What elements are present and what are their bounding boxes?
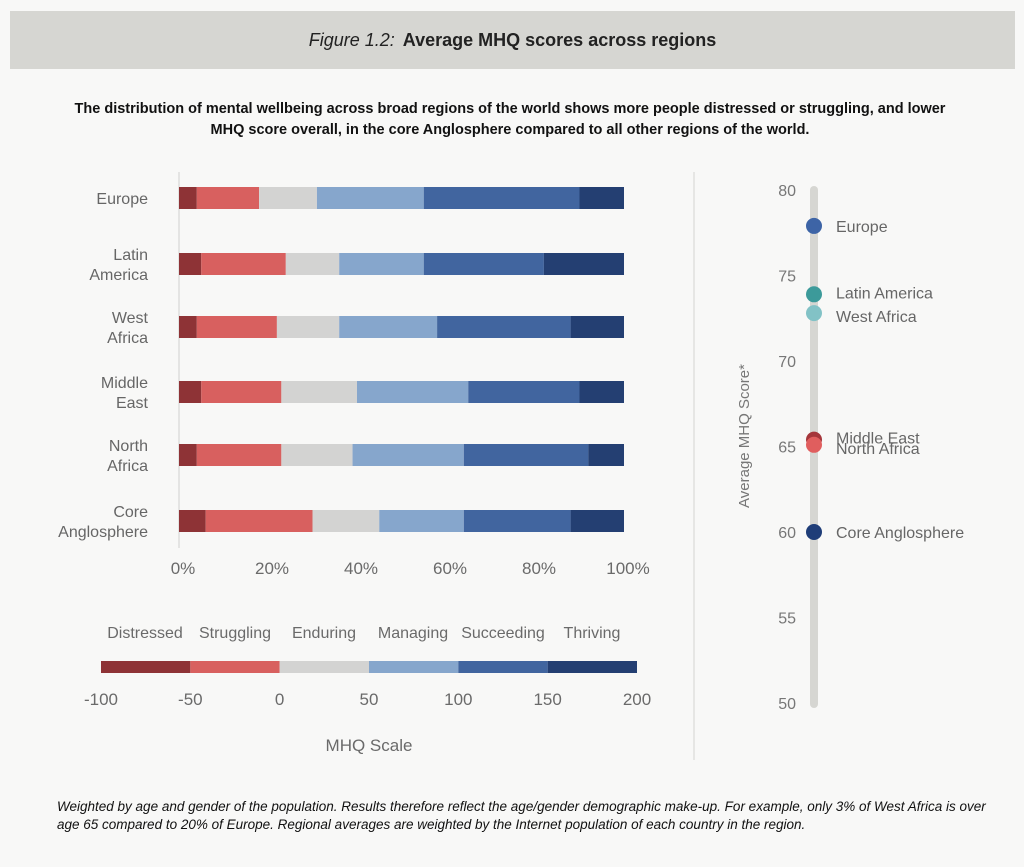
bar-segment-thriving-4 [588, 444, 624, 466]
score-point-west-africa [806, 305, 822, 322]
scale-segment-struggling [190, 661, 280, 673]
scale-category-label: Succeeding [461, 625, 545, 642]
x-tick-label: 60% [433, 559, 467, 578]
footnote: Weighted by age and gender of the popula… [57, 799, 986, 832]
scale-tick-label: 100 [444, 690, 472, 709]
category-label: West [112, 310, 149, 327]
scale-segment-enduring [279, 661, 369, 673]
bar-segment-managing-3 [357, 381, 469, 403]
category-label: North [109, 438, 148, 455]
x-tick-label: 20% [255, 559, 289, 578]
bar-segment-enduring-5 [312, 510, 380, 532]
bar-segment-enduring-3 [281, 381, 357, 403]
score-point-label: Core Anglosphere [836, 525, 964, 542]
bar-segment-thriving-3 [579, 381, 624, 403]
category-label: Middle [101, 375, 148, 392]
score-tick-label: 60 [778, 525, 796, 542]
scale-category-label: Enduring [292, 625, 356, 642]
category-label: America [89, 267, 148, 284]
bar-segment-thriving-0 [579, 187, 624, 209]
bar-segment-managing-1 [339, 253, 424, 275]
bar-segment-enduring-0 [259, 187, 317, 209]
score-point-core-anglosphere [806, 524, 822, 540]
scale-tick-label: -50 [178, 690, 203, 709]
scale-segment-thriving [547, 661, 637, 673]
category-label: Latin [113, 247, 148, 264]
bar-segment-distressed-1 [179, 253, 202, 275]
bar-segment-distressed-3 [179, 381, 202, 403]
bar-segment-thriving-2 [570, 316, 624, 338]
scale-tick-label: -100 [84, 690, 118, 709]
bar-segment-distressed-2 [179, 316, 197, 338]
scale-tick-label: 200 [623, 690, 651, 709]
figure-label: Figure 1.2: [308, 29, 395, 50]
scale-category-label: Distressed [107, 625, 183, 642]
score-point-label: West Africa [836, 309, 917, 326]
score-point-label: Middle East [836, 431, 920, 448]
category-label: Core [113, 504, 148, 521]
scale-tick-label: 50 [360, 690, 379, 709]
bar-segment-distressed-5 [179, 510, 206, 532]
scale-tick-label: 150 [533, 690, 561, 709]
scale-segment-distressed [101, 661, 191, 673]
score-point-label: North Africa [836, 441, 920, 458]
bar-segment-managing-2 [339, 316, 438, 338]
x-tick-label: 40% [344, 559, 378, 578]
bar-segment-thriving-5 [570, 510, 624, 532]
category-label: East [116, 395, 149, 412]
score-tick-label: 65 [778, 440, 796, 457]
bar-segment-enduring-1 [285, 253, 340, 275]
bar-segment-enduring-2 [276, 316, 340, 338]
bar-segment-succeeding-5 [463, 510, 571, 532]
scale-title: MHQ Scale [326, 736, 413, 755]
category-label: Europe [96, 191, 148, 208]
bar-segment-managing-5 [379, 510, 464, 532]
scale-category-label: Struggling [199, 625, 271, 642]
figure-header: Figure 1.2: Average MHQ scores across re… [10, 11, 1015, 69]
score-point-north-africa [806, 436, 822, 453]
scale-tick-label: 0 [275, 690, 284, 709]
scale-segment-managing [369, 661, 459, 673]
bar-segment-struggling-0 [196, 187, 260, 209]
bar-segment-managing-0 [316, 187, 424, 209]
bar-segment-struggling-4 [196, 444, 282, 466]
score-point-europe [806, 217, 822, 234]
bar-segment-succeeding-0 [423, 187, 580, 209]
bar-segment-struggling-2 [196, 316, 277, 338]
score-tick-label: 80 [778, 183, 796, 200]
score-tick-label: 55 [778, 611, 796, 628]
score-tick-label: 75 [778, 269, 796, 286]
bar-segment-managing-4 [352, 444, 464, 466]
score-point-label: Europe [836, 219, 888, 236]
category-label: Africa [107, 458, 148, 475]
x-tick-label: 80% [522, 559, 556, 578]
x-tick-label: 100% [606, 559, 649, 578]
score-point-latin-america [806, 286, 822, 303]
bar-segment-succeeding-1 [423, 253, 544, 275]
bar-segment-struggling-1 [201, 253, 286, 275]
x-tick-label: 0% [171, 559, 196, 578]
category-label: Africa [107, 330, 148, 347]
category-label: Anglosphere [58, 524, 148, 541]
bar-segment-enduring-4 [281, 444, 353, 466]
bar-segment-distressed-0 [179, 187, 197, 209]
scale-segment-succeeding [458, 661, 548, 673]
score-axis-label: Average MHQ Score* [736, 364, 753, 508]
bar-segment-succeeding-3 [468, 381, 580, 403]
bar-segment-succeeding-4 [463, 444, 589, 466]
score-tick-label: 50 [778, 696, 796, 713]
figure-subtitle: The distribution of mental wellbeing acr… [74, 101, 946, 138]
figure-title: Average MHQ scores across regions [402, 29, 717, 50]
score-point-label: Latin America [836, 285, 933, 302]
bar-segment-succeeding-2 [437, 316, 571, 338]
score-tick-label: 70 [778, 354, 796, 371]
bar-segment-struggling-5 [205, 510, 313, 532]
scale-category-label: Managing [378, 625, 448, 642]
bar-segment-distressed-4 [179, 444, 197, 466]
bar-segment-struggling-3 [201, 381, 282, 403]
scale-category-label: Thriving [564, 625, 621, 642]
bar-segment-thriving-1 [543, 253, 624, 275]
